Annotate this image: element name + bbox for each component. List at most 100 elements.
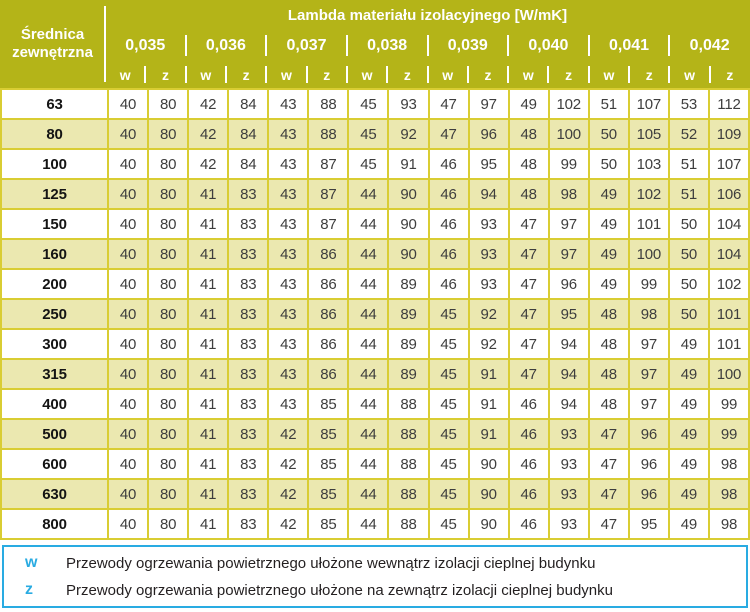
- value-cell: 88: [389, 510, 428, 538]
- value-cell: 101: [709, 300, 748, 328]
- value-cell: 40: [109, 300, 148, 328]
- value-cell: 41: [189, 330, 228, 358]
- value-cell: 85: [309, 480, 348, 508]
- value-cell: 40: [109, 360, 148, 388]
- value-cell: 103: [629, 150, 668, 178]
- lambda-value-header: 0,040: [507, 30, 589, 61]
- value-cell: 80: [149, 240, 188, 268]
- lambda-value-header: 0,037: [265, 30, 347, 61]
- value-cell: 43: [269, 180, 308, 208]
- lambda-value-header: 0,035: [125, 36, 166, 54]
- sub-header-z: z: [386, 61, 427, 88]
- value-cell: 45: [429, 510, 468, 538]
- value-cell: 44: [349, 390, 388, 418]
- value-cell: 43: [269, 90, 308, 118]
- value-cell: 47: [589, 420, 628, 448]
- value-cell: 80: [149, 480, 188, 508]
- sub-header-z: z: [305, 61, 347, 88]
- value-cell: 85: [309, 450, 348, 478]
- value-cell: 49: [669, 510, 708, 538]
- value-cell: 41: [189, 450, 228, 478]
- value-cell: 43: [269, 300, 308, 328]
- value-cell: 45: [349, 90, 388, 118]
- value-cell: 45: [349, 150, 388, 178]
- sub-header-w: w: [184, 61, 226, 88]
- value-cell: 40: [109, 330, 148, 358]
- value-cell: 100: [709, 360, 748, 388]
- diameter-cell: 800: [2, 510, 107, 538]
- value-cell: 45: [429, 480, 468, 508]
- value-cell: 92: [469, 330, 508, 358]
- sub-header-z: z: [466, 61, 508, 88]
- value-cell: 93: [469, 240, 508, 268]
- value-cell: 44: [349, 240, 388, 268]
- diameter-cell: 600: [2, 450, 107, 478]
- value-cell: 107: [629, 90, 668, 118]
- value-cell: 43: [269, 210, 308, 238]
- value-cell: 90: [389, 210, 428, 238]
- value-cell: 44: [349, 450, 388, 478]
- value-cell: 40: [109, 180, 148, 208]
- value-cell: 94: [549, 390, 588, 418]
- value-cell: 41: [189, 240, 228, 268]
- value-cell: 49: [669, 330, 708, 358]
- value-cell: 87: [309, 210, 348, 238]
- value-cell: 91: [469, 390, 508, 418]
- value-cell: 40: [109, 390, 148, 418]
- legend-row-w: w Przewody ogrzewania powietrznego ułożo…: [4, 550, 746, 576]
- value-cell: 44: [349, 330, 388, 358]
- value-cell: 89: [389, 270, 428, 298]
- value-cell: 104: [709, 240, 748, 268]
- value-cell: 42: [189, 150, 228, 178]
- value-cell: 84: [229, 120, 268, 148]
- value-cell: 49: [669, 360, 708, 388]
- value-cell: 87: [309, 150, 348, 178]
- diameter-cell: 150: [2, 210, 107, 238]
- diameter-cell: 200: [2, 270, 107, 298]
- value-cell: 50: [669, 270, 708, 298]
- sub-header-w: w: [587, 61, 629, 88]
- value-cell: 44: [349, 300, 388, 328]
- value-cell: 49: [509, 90, 548, 118]
- value-cell: 48: [509, 180, 548, 208]
- lambda-value-header: 0,038: [345, 30, 428, 61]
- sub-header-w: w: [345, 61, 387, 88]
- value-cell: 112: [709, 90, 748, 118]
- value-cell: 83: [229, 330, 268, 358]
- value-cell: 44: [349, 510, 388, 538]
- legend-text-z: Przewody ogrzewania powietrznego ułożone…: [66, 581, 613, 599]
- value-cell: 40: [109, 480, 148, 508]
- value-cell: 89: [389, 330, 428, 358]
- value-cell: 40: [109, 450, 148, 478]
- value-cell: 83: [229, 450, 268, 478]
- value-cell: 98: [709, 510, 748, 538]
- value-cell: 94: [469, 180, 508, 208]
- sub-header-w: w: [426, 61, 468, 88]
- value-cell: 46: [509, 390, 548, 418]
- value-cell: 102: [709, 270, 748, 298]
- diameter-cell: 315: [2, 360, 107, 388]
- diameter-cell: 160: [2, 240, 107, 268]
- value-cell: 48: [589, 330, 628, 358]
- diameter-cell: 63: [2, 90, 107, 118]
- value-cell: 47: [509, 270, 548, 298]
- value-cell: 92: [469, 300, 508, 328]
- value-cell: 80: [149, 270, 188, 298]
- value-cell: 97: [469, 90, 508, 118]
- value-cell: 44: [349, 360, 388, 388]
- value-cell: 47: [589, 510, 628, 538]
- value-cell: 47: [429, 120, 468, 148]
- value-cell: 90: [469, 480, 508, 508]
- value-cell: 101: [629, 210, 668, 238]
- value-cell: 40: [109, 420, 148, 448]
- value-cell: 80: [149, 120, 188, 148]
- value-cell: 83: [229, 510, 268, 538]
- value-cell: 51: [669, 180, 708, 208]
- diameter-cell: 250: [2, 300, 107, 328]
- value-cell: 48: [509, 120, 548, 148]
- value-cell: 86: [309, 300, 348, 328]
- value-cell: 44: [349, 180, 388, 208]
- diameter-cell: 125: [2, 180, 107, 208]
- value-cell: 91: [469, 420, 508, 448]
